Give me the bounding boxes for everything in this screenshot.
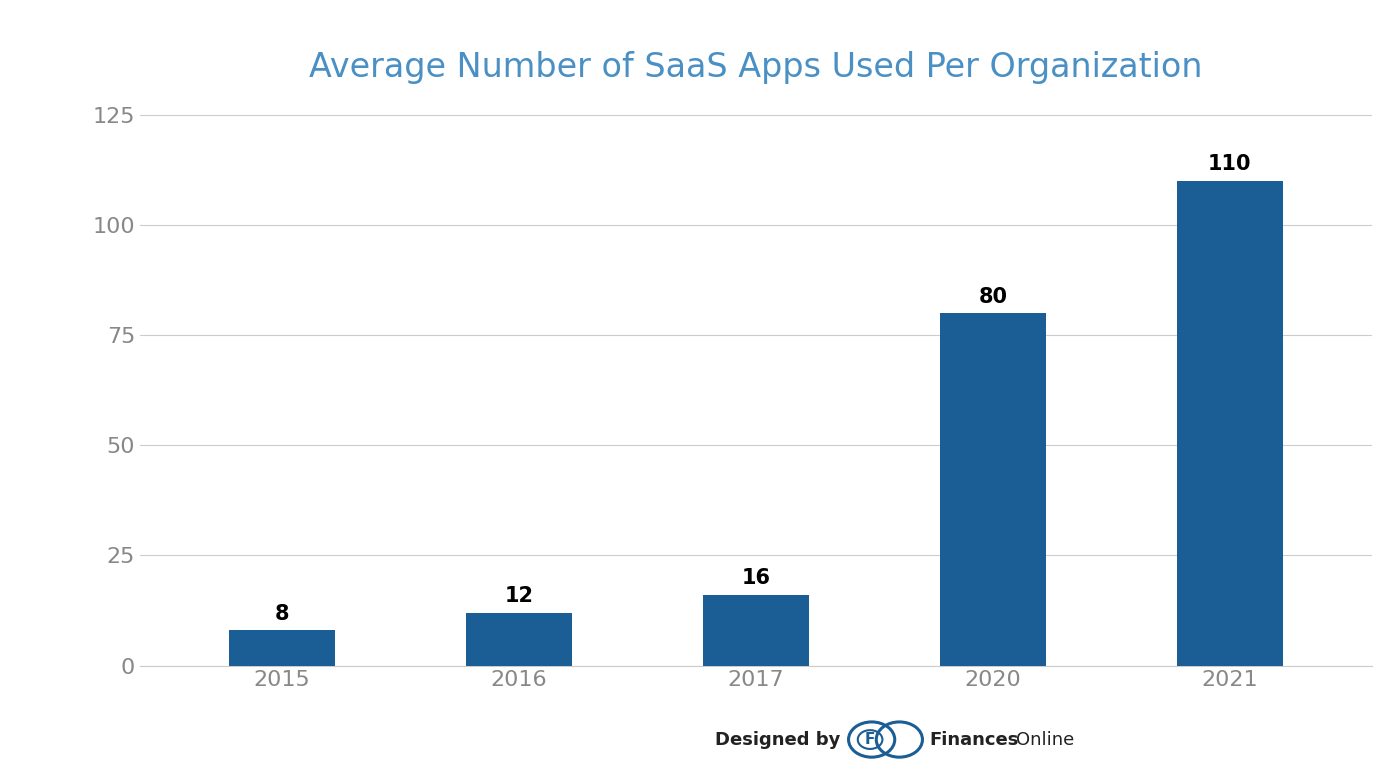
Text: 110: 110 (1208, 154, 1252, 175)
Text: 16: 16 (742, 568, 770, 589)
Text: Online: Online (1016, 731, 1075, 749)
Text: 12: 12 (504, 586, 533, 606)
Bar (466, 612, 573, 666)
Bar (703, 595, 809, 666)
Text: Designed by: Designed by (714, 731, 840, 749)
Bar (1176, 181, 1284, 666)
Bar (228, 630, 336, 666)
Text: F: F (865, 732, 875, 747)
Text: Finances: Finances (930, 731, 1019, 749)
Title: Average Number of SaaS Apps Used Per Organization: Average Number of SaaS Apps Used Per Org… (309, 51, 1203, 84)
Text: 80: 80 (979, 287, 1008, 307)
Bar (939, 313, 1046, 666)
Text: 8: 8 (274, 604, 290, 624)
